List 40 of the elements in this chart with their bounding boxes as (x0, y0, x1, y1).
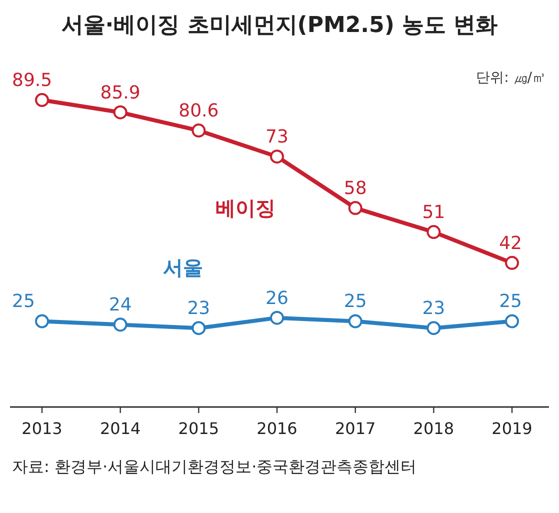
x-tick-label: 2017 (334, 419, 376, 438)
series-label: 베이징 (216, 196, 276, 220)
data-label: 23 (187, 298, 210, 320)
data-label: 89.5 (12, 70, 52, 91)
point (348, 314, 362, 328)
data-label: 25 (344, 291, 367, 312)
data-label: 51 (422, 202, 446, 224)
point (113, 318, 128, 332)
point (192, 124, 206, 138)
x-tick-label: 2019 (492, 419, 532, 438)
data-label: 42 (499, 232, 522, 254)
point (270, 150, 284, 164)
x-tick-label: 2013 (22, 419, 62, 438)
data-label: 25 (12, 291, 35, 312)
x-tick-label: 2015 (178, 419, 220, 438)
x-tick-label: 2014 (100, 419, 141, 438)
data-label: 80.6 (178, 100, 219, 122)
point (505, 314, 519, 328)
point (35, 93, 49, 107)
data-label: 85.9 (100, 82, 140, 104)
x-tick-label: 2018 (413, 419, 454, 438)
text: 단위: ㎍/㎥ (476, 70, 546, 86)
data-label: 26 (266, 288, 288, 309)
chart-title: 서울·베이징 초미세먼지(PM2.5) 농도 변화 (61, 13, 498, 38)
point (113, 105, 128, 120)
text: 자료: 환경부·서울시대기환경정보·중국환경관측종합센터 (12, 457, 417, 476)
text: 서울 (163, 255, 203, 280)
point (505, 256, 519, 270)
x-tick-label: 2016 (256, 419, 298, 438)
point (348, 201, 362, 216)
point (426, 321, 441, 336)
data-label: 23 (422, 298, 446, 320)
point (426, 225, 441, 240)
point (35, 314, 49, 328)
data-label: 58 (344, 178, 367, 200)
point (270, 310, 284, 325)
data-label: 24 (108, 294, 132, 316)
point (192, 321, 206, 336)
data-label: 73 (266, 126, 288, 148)
data-label: 25 (499, 291, 522, 312)
